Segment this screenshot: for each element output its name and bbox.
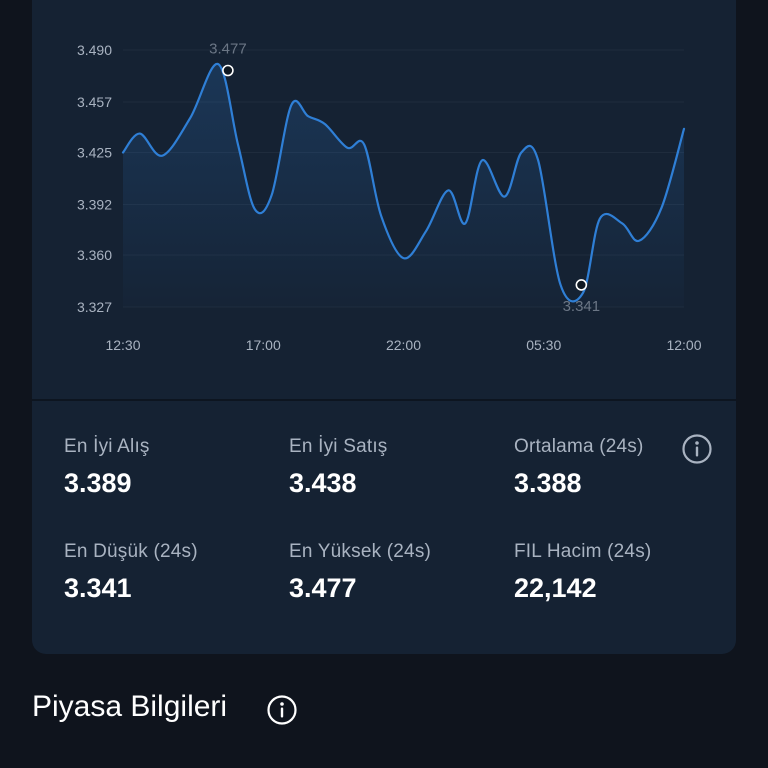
max-marker (222, 64, 234, 77)
y-tick-label: 3.425 (77, 144, 112, 160)
stat-value: 3.341 (64, 573, 132, 603)
max-label: 3.477 (209, 40, 247, 57)
price-chart[interactable]: 3.490 3.457 3.425 3.392 3.360 3.327 12:30 17:00… (32, 0, 736, 400)
stat-label: Ortalama (24s) (514, 436, 644, 457)
x-tick-label: 05:30 (526, 337, 561, 353)
x-tick-label: 17:00 (246, 337, 281, 353)
stat-label: En Yüksek (24s) (289, 541, 432, 562)
stat-value: 3.477 (289, 573, 357, 603)
stat-value: 3.389 (64, 468, 132, 498)
stat-best-ask: En İyi Satış 3.438 (289, 436, 499, 499)
market-chart-card: 3.490 3.457 3.425 3.392 3.360 3.327 12:30 17:00… (32, 0, 736, 654)
y-tick-label: 3.457 (77, 94, 112, 110)
stat-label: En İyi Satış (289, 436, 388, 457)
info-circle-icon[interactable] (681, 433, 713, 465)
stat-low-24h: En Düşük (24s) 3.341 (64, 541, 274, 604)
section-title-text: Piyasa Bilgileri (32, 690, 228, 723)
y-tick-label: 3.360 (77, 247, 112, 263)
series-area (123, 63, 684, 307)
stat-average: Ortalama (24s) 3.388 (514, 436, 724, 499)
price-chart-svg: 3.490 3.457 3.425 3.392 3.360 3.327 12:30 17:00… (77, 40, 702, 353)
stat-label: En İyi Alış (64, 436, 150, 457)
min-label: 3.341 (563, 298, 601, 315)
card-divider (32, 399, 736, 401)
section-title: Piyasa Bilgileri (32, 690, 227, 724)
stat-value: 22,142 (514, 573, 597, 603)
stat-volume-24h: FIL Hacim (24s) 22,142 (514, 541, 724, 604)
stat-value: 3.438 (289, 468, 357, 498)
y-tick-label: 3.392 (77, 197, 112, 213)
info-circle-icon[interactable] (266, 694, 298, 726)
x-tick-label: 12:00 (666, 337, 701, 353)
y-tick-label: 3.490 (77, 42, 112, 58)
stat-value: 3.388 (514, 468, 582, 498)
stat-high-24h: En Yüksek (24s) 3.477 (289, 541, 499, 604)
x-tick-label: 22:00 (386, 337, 421, 353)
stat-best-bid: En İyi Alış 3.389 (64, 436, 274, 499)
x-tick-label: 12:30 (105, 337, 140, 353)
stat-label: En Düşük (24s) (64, 541, 198, 562)
stat-label: FIL Hacim (24s) (514, 541, 652, 562)
min-marker (575, 279, 588, 291)
y-tick-label: 3.327 (77, 299, 112, 315)
series-line (121, 63, 686, 303)
